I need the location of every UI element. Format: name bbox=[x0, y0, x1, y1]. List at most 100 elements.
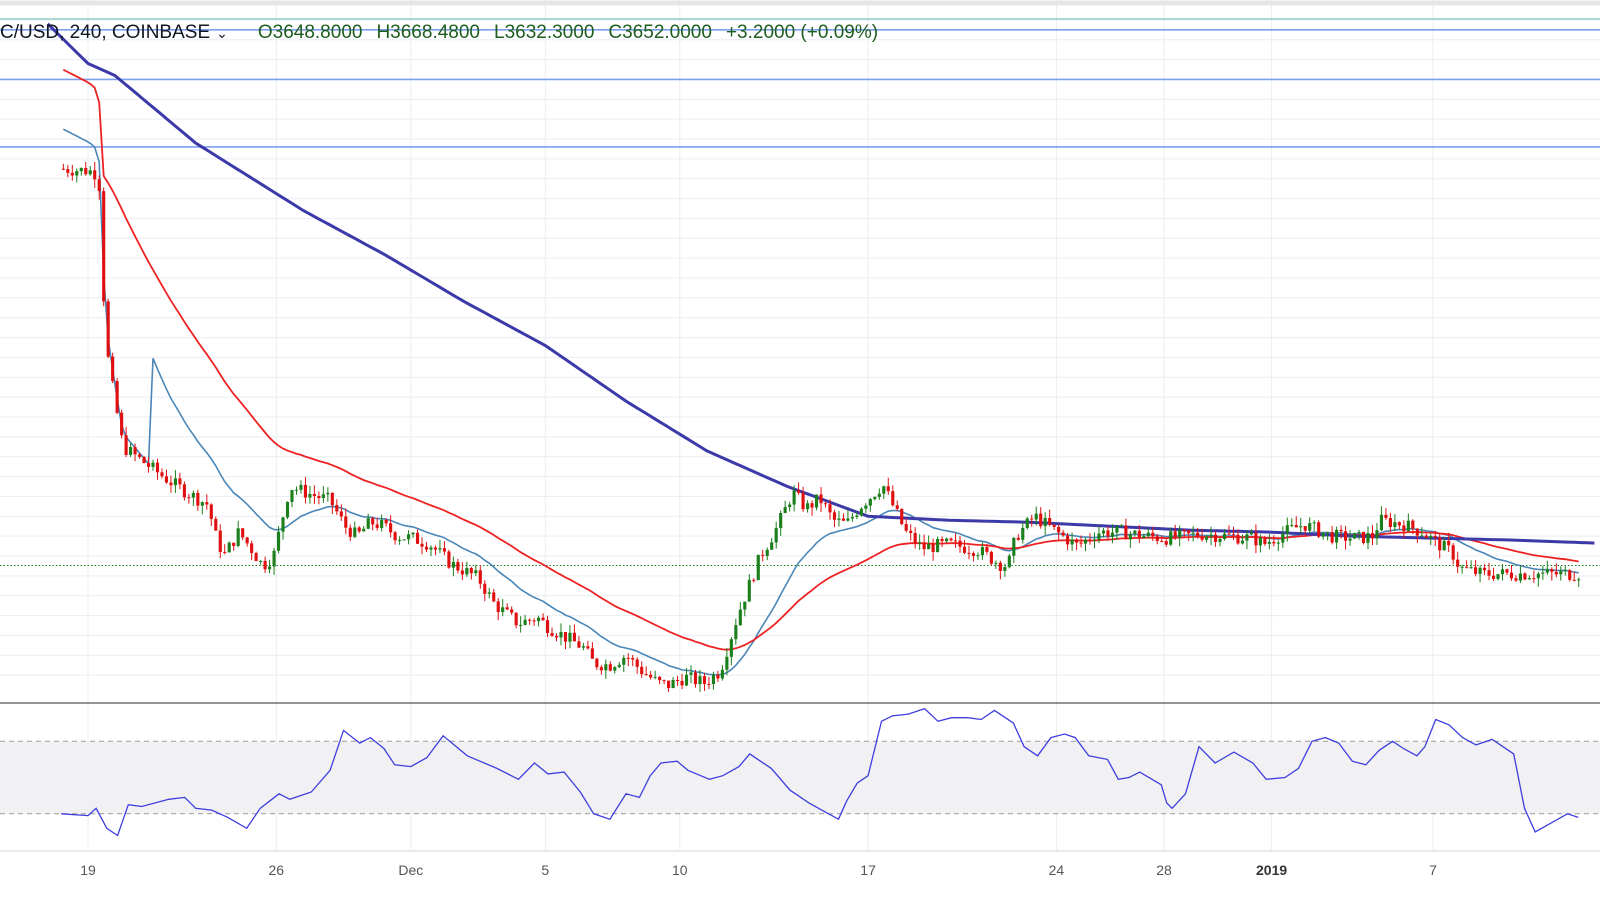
candle-bear[interactable] bbox=[415, 532, 420, 544]
candle-bear[interactable] bbox=[931, 544, 935, 553]
candle-bull[interactable] bbox=[1527, 578, 1531, 580]
candle-bear[interactable] bbox=[644, 674, 648, 676]
candle-bear[interactable] bbox=[514, 612, 518, 626]
candle-bear[interactable] bbox=[375, 524, 379, 528]
candle-bull[interactable] bbox=[1577, 579, 1581, 581]
candle-bull[interactable] bbox=[980, 547, 984, 556]
candle-bear[interactable] bbox=[312, 493, 316, 497]
candle-bull[interactable] bbox=[281, 517, 285, 532]
candle-bull[interactable] bbox=[1146, 532, 1150, 537]
candle-bear[interactable] bbox=[478, 570, 482, 584]
candle-bull[interactable] bbox=[173, 478, 177, 486]
candle-bull[interactable] bbox=[806, 503, 810, 510]
candle-bull[interactable] bbox=[406, 534, 411, 540]
candle-bear[interactable] bbox=[680, 680, 684, 686]
candle-bear[interactable] bbox=[70, 172, 74, 176]
candle-bull[interactable] bbox=[864, 505, 868, 509]
candle-bull[interactable] bbox=[1007, 555, 1011, 568]
candle-bear[interactable] bbox=[1196, 532, 1200, 537]
candle-bear[interactable] bbox=[572, 632, 577, 642]
candle-bull[interactable] bbox=[519, 624, 523, 626]
candle-bear[interactable] bbox=[716, 674, 720, 679]
candle-bull[interactable] bbox=[1326, 532, 1330, 534]
candle-bull[interactable] bbox=[308, 493, 312, 498]
candle-bull[interactable] bbox=[398, 539, 402, 541]
candle-bull[interactable] bbox=[523, 619, 527, 625]
candle-bear[interactable] bbox=[909, 530, 913, 534]
candle-bull[interactable] bbox=[729, 639, 733, 657]
candle-bull[interactable] bbox=[792, 490, 796, 505]
candle-bear[interactable] bbox=[1424, 535, 1428, 538]
candle-bull[interactable] bbox=[227, 542, 231, 553]
candle-bear[interactable] bbox=[1505, 569, 1509, 573]
candle-bull[interactable] bbox=[1119, 525, 1123, 527]
candle-bull[interactable] bbox=[1429, 535, 1433, 538]
candle-bull[interactable] bbox=[788, 504, 792, 508]
candle-bear[interactable] bbox=[608, 664, 612, 671]
candle-bull[interactable] bbox=[259, 560, 263, 562]
candle-bull[interactable] bbox=[474, 570, 478, 574]
candle-bull[interactable] bbox=[720, 669, 724, 679]
candle-bear[interactable] bbox=[693, 672, 698, 685]
candle-bear[interactable] bbox=[586, 646, 590, 649]
candle-bull[interactable] bbox=[743, 601, 747, 610]
candle-bull[interactable] bbox=[1406, 520, 1410, 532]
candle-bear[interactable] bbox=[492, 592, 496, 602]
candle-bull[interactable] bbox=[326, 492, 330, 495]
candle-bull[interactable] bbox=[671, 679, 675, 688]
candle-bull[interactable] bbox=[79, 168, 83, 172]
candle-bear[interactable] bbox=[675, 679, 680, 681]
candle-bull[interactable] bbox=[429, 547, 433, 550]
candle-bull[interactable] bbox=[272, 550, 276, 567]
candle-bear[interactable] bbox=[209, 504, 213, 519]
candle-bull[interactable] bbox=[711, 674, 715, 685]
candle-bull[interactable] bbox=[1258, 537, 1262, 546]
candle-bear[interactable] bbox=[115, 381, 119, 413]
candle-bull[interactable] bbox=[501, 607, 505, 613]
candle-bull[interactable] bbox=[191, 492, 195, 498]
candle-bull[interactable] bbox=[1290, 525, 1294, 527]
candle-bull[interactable] bbox=[846, 518, 850, 521]
candle-bull[interactable] bbox=[689, 672, 693, 675]
candle-bull[interactable] bbox=[1142, 536, 1146, 538]
candle-bull[interactable] bbox=[1352, 533, 1357, 539]
candle-bull[interactable] bbox=[1496, 574, 1500, 579]
candle-bull[interactable] bbox=[1097, 533, 1101, 540]
candle-bear[interactable] bbox=[958, 540, 962, 547]
candle-bear[interactable] bbox=[590, 648, 594, 659]
candle-bear[interactable] bbox=[904, 524, 908, 531]
candle-bear[interactable] bbox=[801, 492, 805, 510]
candle-bull[interactable] bbox=[1245, 534, 1249, 541]
candle-bear[interactable] bbox=[344, 516, 348, 528]
candle-bull[interactable] bbox=[1133, 530, 1137, 534]
candle-bull[interactable] bbox=[1222, 533, 1227, 539]
candle-bear[interactable] bbox=[1554, 571, 1558, 575]
candle-bear[interactable] bbox=[649, 674, 653, 678]
candle-bull[interactable] bbox=[1559, 571, 1563, 575]
candle-bear[interactable] bbox=[891, 491, 895, 506]
candle-bear[interactable] bbox=[1030, 518, 1034, 520]
candle-bull[interactable] bbox=[1541, 572, 1545, 574]
candle-bull[interactable] bbox=[1366, 533, 1370, 543]
candle-bull[interactable] bbox=[1012, 537, 1016, 556]
candle-bear[interactable] bbox=[1397, 522, 1401, 526]
candle-bull[interactable] bbox=[1393, 522, 1397, 528]
candle-bull[interactable] bbox=[1299, 526, 1303, 528]
candle-bear[interactable] bbox=[1303, 526, 1307, 531]
candle-bear[interactable] bbox=[1384, 514, 1388, 518]
candle-bear[interactable] bbox=[1415, 528, 1419, 536]
candle-bull[interactable] bbox=[1545, 569, 1549, 573]
candle-bear[interactable] bbox=[1523, 573, 1527, 580]
candle-bear[interactable] bbox=[1254, 532, 1258, 546]
candle-bear[interactable] bbox=[1388, 517, 1392, 528]
candle-bull[interactable] bbox=[1043, 517, 1047, 527]
candle-bull[interactable] bbox=[747, 579, 751, 602]
candle-bull[interactable] bbox=[1321, 532, 1325, 537]
candle-bear[interactable] bbox=[528, 619, 532, 621]
candle-bear[interactable] bbox=[900, 508, 904, 525]
candle-bull[interactable] bbox=[285, 501, 290, 518]
candle-bull[interactable] bbox=[537, 617, 541, 622]
candle-bear[interactable] bbox=[496, 601, 500, 613]
